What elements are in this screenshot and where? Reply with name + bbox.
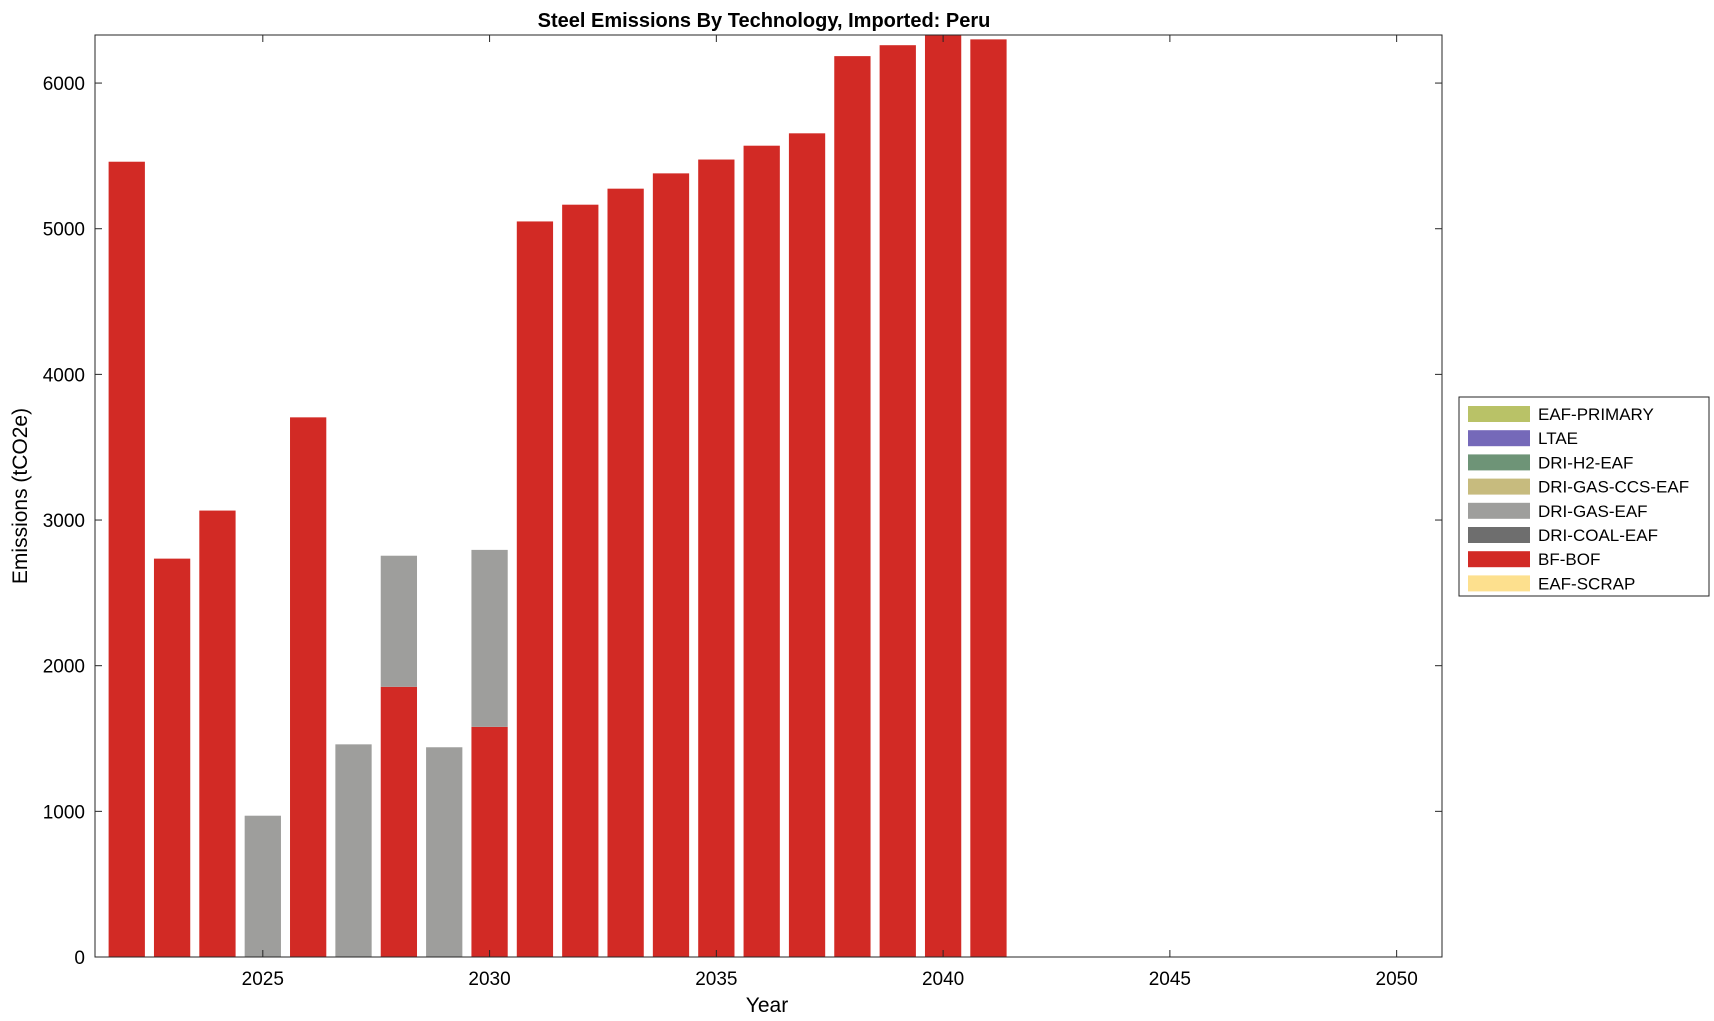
legend-swatch-bf-bof [1468, 551, 1530, 568]
bar-dri-gas-eaf-2028 [380, 555, 418, 687]
bar-bf-bof-2023 [153, 558, 191, 957]
legend-swatch-dri-gas-ccs-eaf [1468, 478, 1530, 495]
x-tick-label: 2035 [695, 969, 737, 990]
y-axis-title: Emissions (tCO2e) [9, 408, 32, 584]
bar-bf-bof-2033 [607, 188, 644, 958]
legend-swatch-dri-coal-eaf [1468, 527, 1530, 543]
legend-label-dri-gas-ccs-eaf: DRI-GAS-CCS-EAF [1538, 478, 1689, 497]
bar-bf-bof-2031 [516, 221, 554, 957]
legend-label-dri-coal-eaf: DRI-COAL-EAF [1538, 526, 1658, 545]
x-tick-label: 2040 [922, 969, 964, 990]
legend-label-eaf-primary: EAF-PRIMARY [1538, 405, 1654, 424]
legend-label-dri-gas-eaf: DRI-GAS-EAF [1538, 502, 1648, 521]
bar-bf-bof-2039 [879, 45, 916, 957]
x-tick-label: 2030 [468, 969, 510, 990]
bar-dri-gas-eaf-2027 [335, 744, 372, 957]
y-tick-label: 5000 [43, 220, 85, 241]
bar-bf-bof-2022 [108, 161, 145, 958]
legend-swatch-dri-h2-eaf [1468, 454, 1530, 471]
legend: EAF-PRIMARY LTAE DRI-H2-EAF DRI-GAS-CCS-EAF… [1458, 396, 1710, 597]
legend-label-bf-bof: BF-BOF [1538, 550, 1600, 569]
bar-bf-bof-2041 [970, 39, 1007, 958]
y-tick-label: 3000 [43, 511, 85, 532]
plot-frame [94, 34, 1443, 958]
bar-bf-bof-2035 [698, 159, 735, 958]
legend-label-eaf-scrap: EAF-SCRAP [1538, 574, 1635, 593]
bars-layer [108, 35, 1007, 958]
legend-swatch-eaf-primary [1468, 406, 1530, 422]
y-tick-label: 2000 [43, 657, 85, 678]
bar-dri-gas-eaf-2025 [244, 815, 281, 957]
bar-dri-gas-eaf-2030 [471, 549, 508, 727]
legend-label-dri-h2-eaf: DRI-H2-EAF [1538, 453, 1633, 472]
bar-bf-bof-2032 [562, 204, 599, 957]
legend-swatch-dri-gas-eaf [1468, 502, 1530, 519]
x-axis-title: Year [746, 994, 788, 1017]
x-tick-label: 2050 [1376, 969, 1418, 990]
y-tick-label: 1000 [43, 802, 85, 823]
y-tick-label: 4000 [43, 365, 85, 386]
bar-bf-bof-2034 [652, 173, 690, 957]
bar-bf-bof-2024 [199, 510, 236, 957]
x-tick-label: 2025 [242, 969, 284, 990]
bar-bf-bof-2038 [834, 56, 871, 958]
legend-label-ltae: LTAE [1538, 429, 1578, 448]
bar-bf-bof-2040 [924, 35, 962, 957]
chart-title: Steel Emissions By Technology, Imported:… [538, 10, 991, 32]
bar-bf-bof-2026 [290, 417, 327, 958]
y-tick-label: 6000 [43, 74, 85, 95]
bar-dri-gas-eaf-2029 [426, 747, 463, 957]
bar-bf-bof-2030 [471, 726, 508, 957]
legend-swatch-eaf-scrap [1468, 575, 1530, 592]
legend-items: EAF-PRIMARY LTAE DRI-H2-EAF DRI-GAS-CCS-EAF… [1468, 405, 1689, 593]
x-tick-label: 2045 [1149, 969, 1191, 990]
bar-bf-bof-2037 [788, 133, 826, 957]
y-tick-label: 0 [74, 948, 85, 969]
bar-bf-bof-2028 [380, 686, 418, 957]
bar-bf-bof-2036 [743, 145, 780, 957]
ticks-layer: 2025 2030 2035 2040 2045 2050 0 1000 2000 3000 400… [43, 35, 1442, 990]
legend-swatch-ltae [1468, 430, 1530, 447]
